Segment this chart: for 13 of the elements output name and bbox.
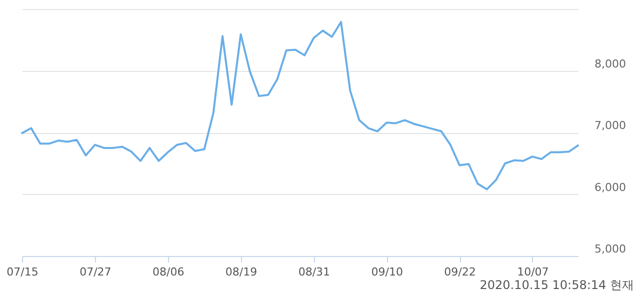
x-tick-label: 07/15: [6, 266, 38, 278]
x-tick-label: 09/22: [444, 266, 476, 278]
x-tick-label: 10/07: [517, 266, 549, 278]
x-tick-label: 08/06: [152, 266, 184, 278]
x-tick-label: 08/19: [225, 266, 258, 278]
x-tick-label: 08/31: [298, 266, 330, 278]
text: 2020.10.15 10:58:14 현재: [480, 277, 634, 294]
y-tick-label: 7,000: [594, 119, 626, 132]
y-tick-label: 6,000: [594, 180, 626, 194]
y-tick-label: 8,000: [594, 57, 626, 70]
x-tick-label: 09/10: [371, 266, 403, 278]
y-tick-label: 5,000: [594, 242, 626, 256]
x-tick-label: 07/27: [80, 266, 112, 278]
